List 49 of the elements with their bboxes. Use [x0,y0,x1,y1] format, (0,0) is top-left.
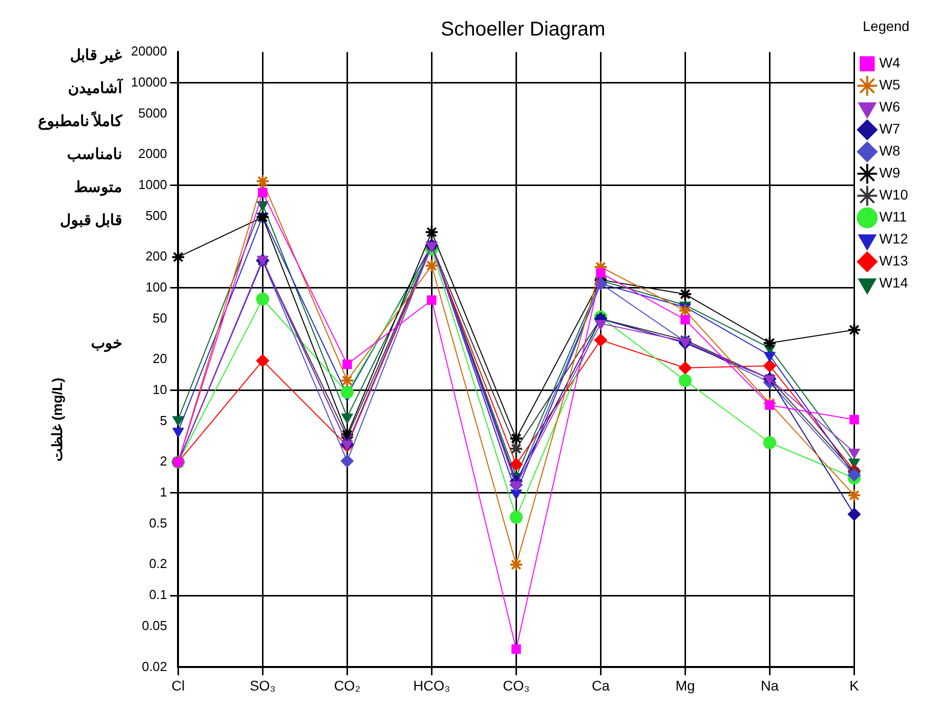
x-tick-label: Mg [675,677,695,694]
y-tick-label: 1 [160,484,168,500]
text: خوب [91,335,122,352]
y-tick-label: 0.5 [149,515,168,530]
text: آشامیدن [68,78,124,98]
x-tick-label: HCO₃ [413,677,450,694]
text: کاملاً نامطبوع [38,111,123,130]
y-tick-label: 5 [160,412,168,428]
legend-label: W6 [879,98,900,115]
y-tick-label: 2000 [138,146,168,162]
x-tick-label: Cl [172,677,185,694]
y-tick-label: 0.05 [142,618,168,633]
text: غير قابل [70,47,122,64]
y-axis-title: غلظت (mg/L) [48,378,65,462]
y-tick-label: 0.02 [142,658,168,674]
y-tick-label: 10000 [130,74,168,90]
y-tick-label: 500 [145,208,168,223]
legend-title: Legend [862,18,910,34]
x-tick-label: K [850,677,860,694]
x-tick-label: SO₃ [250,677,276,694]
legend-label: W4 [879,54,900,71]
text: متوسط [74,179,122,196]
legend-label: W11 [879,208,908,225]
y-tick-label: 50 [152,310,168,326]
text: قابل قبول [60,212,122,230]
legend-label: W10 [879,186,908,203]
y-tick-label: 10 [152,382,168,398]
y-tick-label: 20 [152,351,168,366]
legend-label: W13 [879,252,908,269]
text: نامناسب [67,146,122,164]
legend-label: W14 [879,274,908,291]
y-tick-label: 100 [145,280,168,295]
legend-label: W8 [879,142,900,159]
chart-title: Schoeller Diagram [440,18,606,41]
y-tick-label: 2 [160,454,168,469]
y-tick-label: 5000 [138,105,168,120]
legend-label: W5 [879,76,900,93]
y-tick-label: 1000 [138,176,168,192]
x-tick-label: Na [760,677,779,694]
x-tick-label: CO₃ [502,677,530,694]
legend-label: W9 [879,164,900,181]
x-tick-label: Ca [592,677,610,694]
y-tick-label: 0.1 [149,587,168,602]
legend-label: W12 [879,230,908,247]
x-tick-label: CO₂ [334,677,360,694]
legend-label: W7 [879,120,900,137]
y-tick-label: 20000 [130,44,168,59]
y-tick-label: 200 [145,248,168,264]
y-tick-label: 0.2 [149,556,168,572]
